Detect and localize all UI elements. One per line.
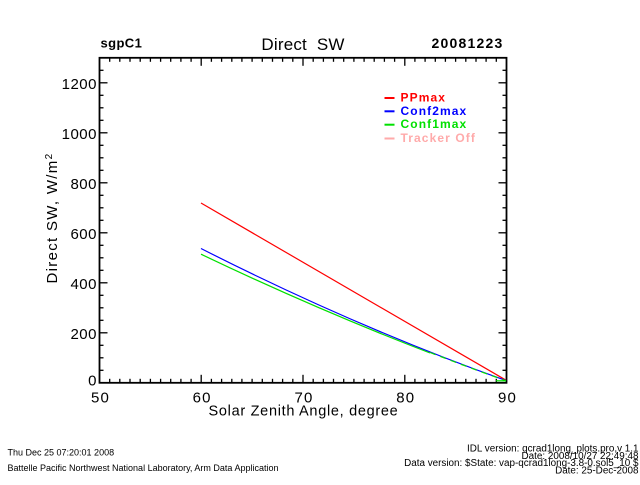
svg-text:1200: 1200 [62, 76, 97, 93]
svg-text:Direct SW: Direct SW [261, 35, 344, 54]
svg-text:60: 60 [193, 389, 212, 406]
svg-text:200: 200 [70, 326, 97, 343]
svg-text:Thu Dec 25 07:20:01 2008: Thu Dec 25 07:20:01 2008 [8, 448, 115, 458]
svg-text:Conf2max: Conf2max [401, 104, 468, 118]
svg-text:20081223: 20081223 [432, 35, 504, 51]
svg-text:PPmax: PPmax [401, 91, 447, 105]
svg-text:IDL version: qcrad1long_plots.: IDL version: qcrad1long_plots.pro,v 1.1 [467, 444, 639, 455]
svg-text:1000: 1000 [62, 126, 97, 143]
svg-text:80: 80 [396, 389, 415, 406]
svg-text:400: 400 [70, 276, 97, 293]
svg-text:90: 90 [498, 389, 517, 406]
svg-text:sgpC1: sgpC1 [101, 36, 143, 51]
svg-text:600: 600 [70, 226, 97, 243]
svg-text:Solar Zenith Angle, degree: Solar Zenith Angle, degree [209, 404, 399, 420]
svg-text:70: 70 [294, 389, 313, 406]
svg-text:Date: 2008/10/27 22:49:48: Date: 2008/10/27 22:49:48 [522, 451, 639, 462]
svg-text:Tracker Off: Tracker Off [401, 131, 476, 145]
svg-text:800: 800 [70, 176, 97, 193]
svg-text:Direct SW, W/m2: Direct SW, W/m2 [44, 153, 61, 284]
svg-text:50: 50 [91, 389, 110, 406]
svg-text:Date: 25-Dec-2008: Date: 25-Dec-2008 [555, 466, 639, 477]
svg-text:Battelle Pacific Northwest Nat: Battelle Pacific Northwest National Labo… [8, 463, 279, 473]
svg-text:0: 0 [88, 373, 97, 390]
svg-text:Conf1max: Conf1max [401, 117, 468, 131]
svg-text:Data version: $State: vap-qcra: Data version: $State: vap-qcrad1long-3.8… [404, 458, 639, 469]
